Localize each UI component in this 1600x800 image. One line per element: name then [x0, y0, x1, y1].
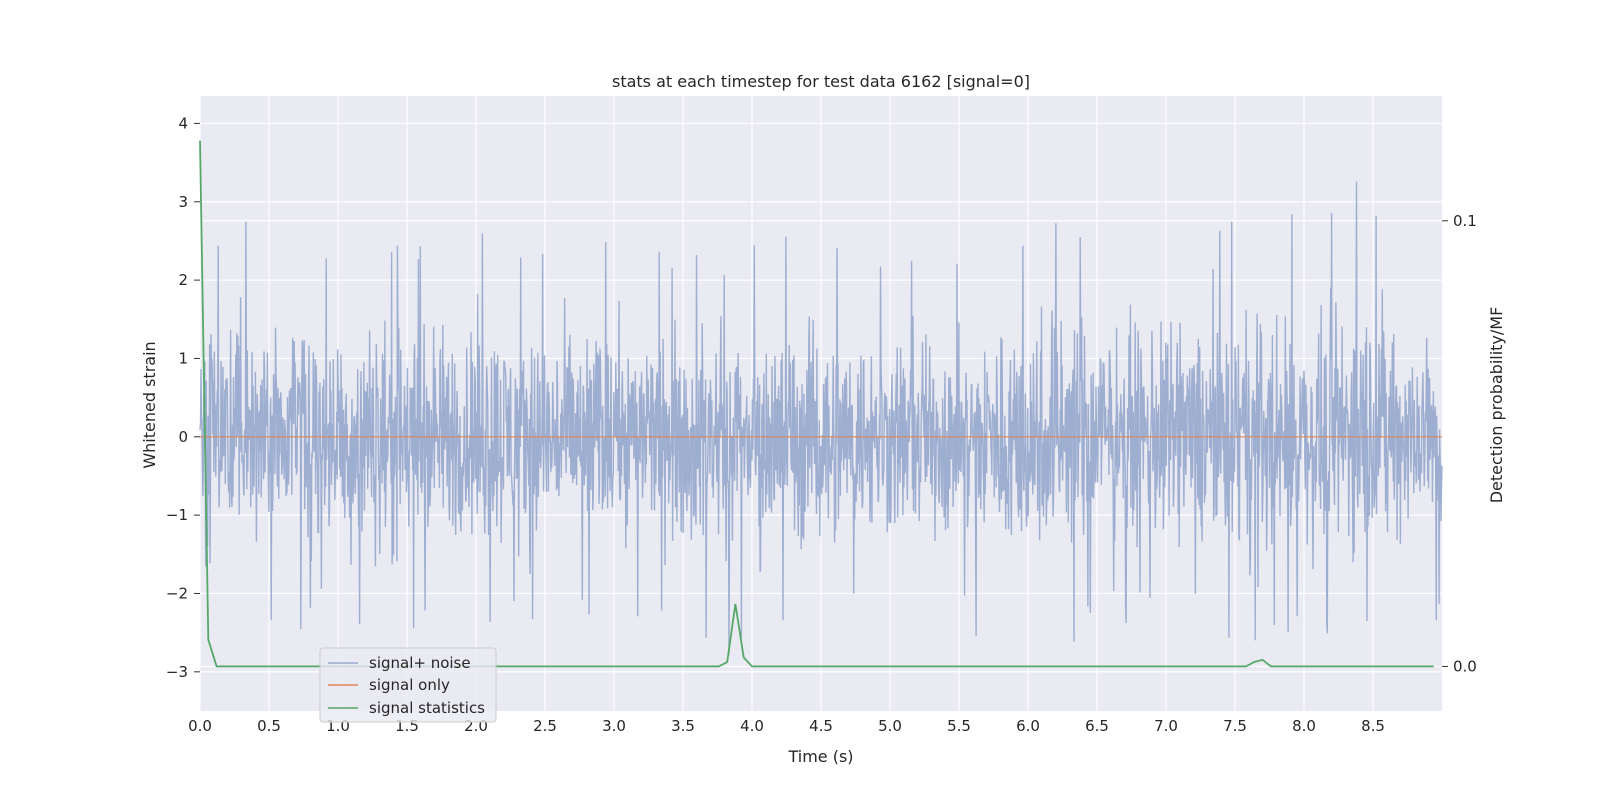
y-tick-label: 0 — [178, 428, 188, 446]
y-axis-label-right: Detection probability/MF — [1487, 307, 1506, 504]
y-tick-label: −2 — [166, 584, 188, 602]
y-axis-right: 0.1 0.0 — [1442, 212, 1477, 675]
signal-statistics-line — [199, 140, 1434, 668]
y-axis-label: Whitened strain — [140, 341, 159, 468]
chart-title: stats at each timestep for test data 616… — [612, 72, 1030, 91]
x-tick-label: 0.0 — [188, 717, 212, 735]
x-tick-label: 4.0 — [740, 717, 764, 735]
y-tick-label: 1 — [178, 349, 188, 367]
x-tick-label: 0.5 — [257, 717, 281, 735]
series-signal-noise — [199, 181, 1443, 656]
x-tick-label: 5.0 — [878, 717, 902, 735]
x-tick-label: 8.5 — [1361, 717, 1385, 735]
legend-label-signal-noise: signal+ noise — [369, 654, 471, 672]
x-tick-label: 2.5 — [533, 717, 557, 735]
x-axis-label: Time (s) — [787, 747, 853, 766]
y-tick-label: 4 — [178, 114, 188, 132]
legend: signal+ noise signal only signal statist… — [319, 647, 497, 723]
signal-noise-line — [199, 181, 1443, 656]
x-tick-label: 3.0 — [602, 717, 626, 735]
x-tick-label: 7.5 — [1223, 717, 1247, 735]
x-tick-label: 5.5 — [947, 717, 971, 735]
y-right-tick-label: 0.1 — [1453, 212, 1477, 230]
legend-label-signal-only: signal only — [369, 676, 450, 694]
y-tick-label: −3 — [166, 663, 188, 681]
y-tick-label: 2 — [178, 271, 188, 289]
x-tick-label: 3.5 — [671, 717, 695, 735]
legend-label-signal-statistics: signal statistics — [369, 699, 485, 717]
y-tick-label: 3 — [178, 193, 188, 211]
x-tick-label: 8.0 — [1292, 717, 1316, 735]
x-tick-label: 7.0 — [1154, 717, 1178, 735]
legend-box — [319, 647, 497, 723]
series-signal-statistics — [199, 140, 1434, 668]
x-tick-label: 6.5 — [1085, 717, 1109, 735]
y-tick-label: −1 — [166, 506, 188, 524]
x-tick-label: 4.5 — [809, 717, 833, 735]
x-tick-label: 6.0 — [1016, 717, 1040, 735]
y-right-tick-label: 0.0 — [1453, 657, 1477, 675]
y-axis-left: 4 3 2 1 0 −1 −2 −3 — [166, 114, 200, 681]
